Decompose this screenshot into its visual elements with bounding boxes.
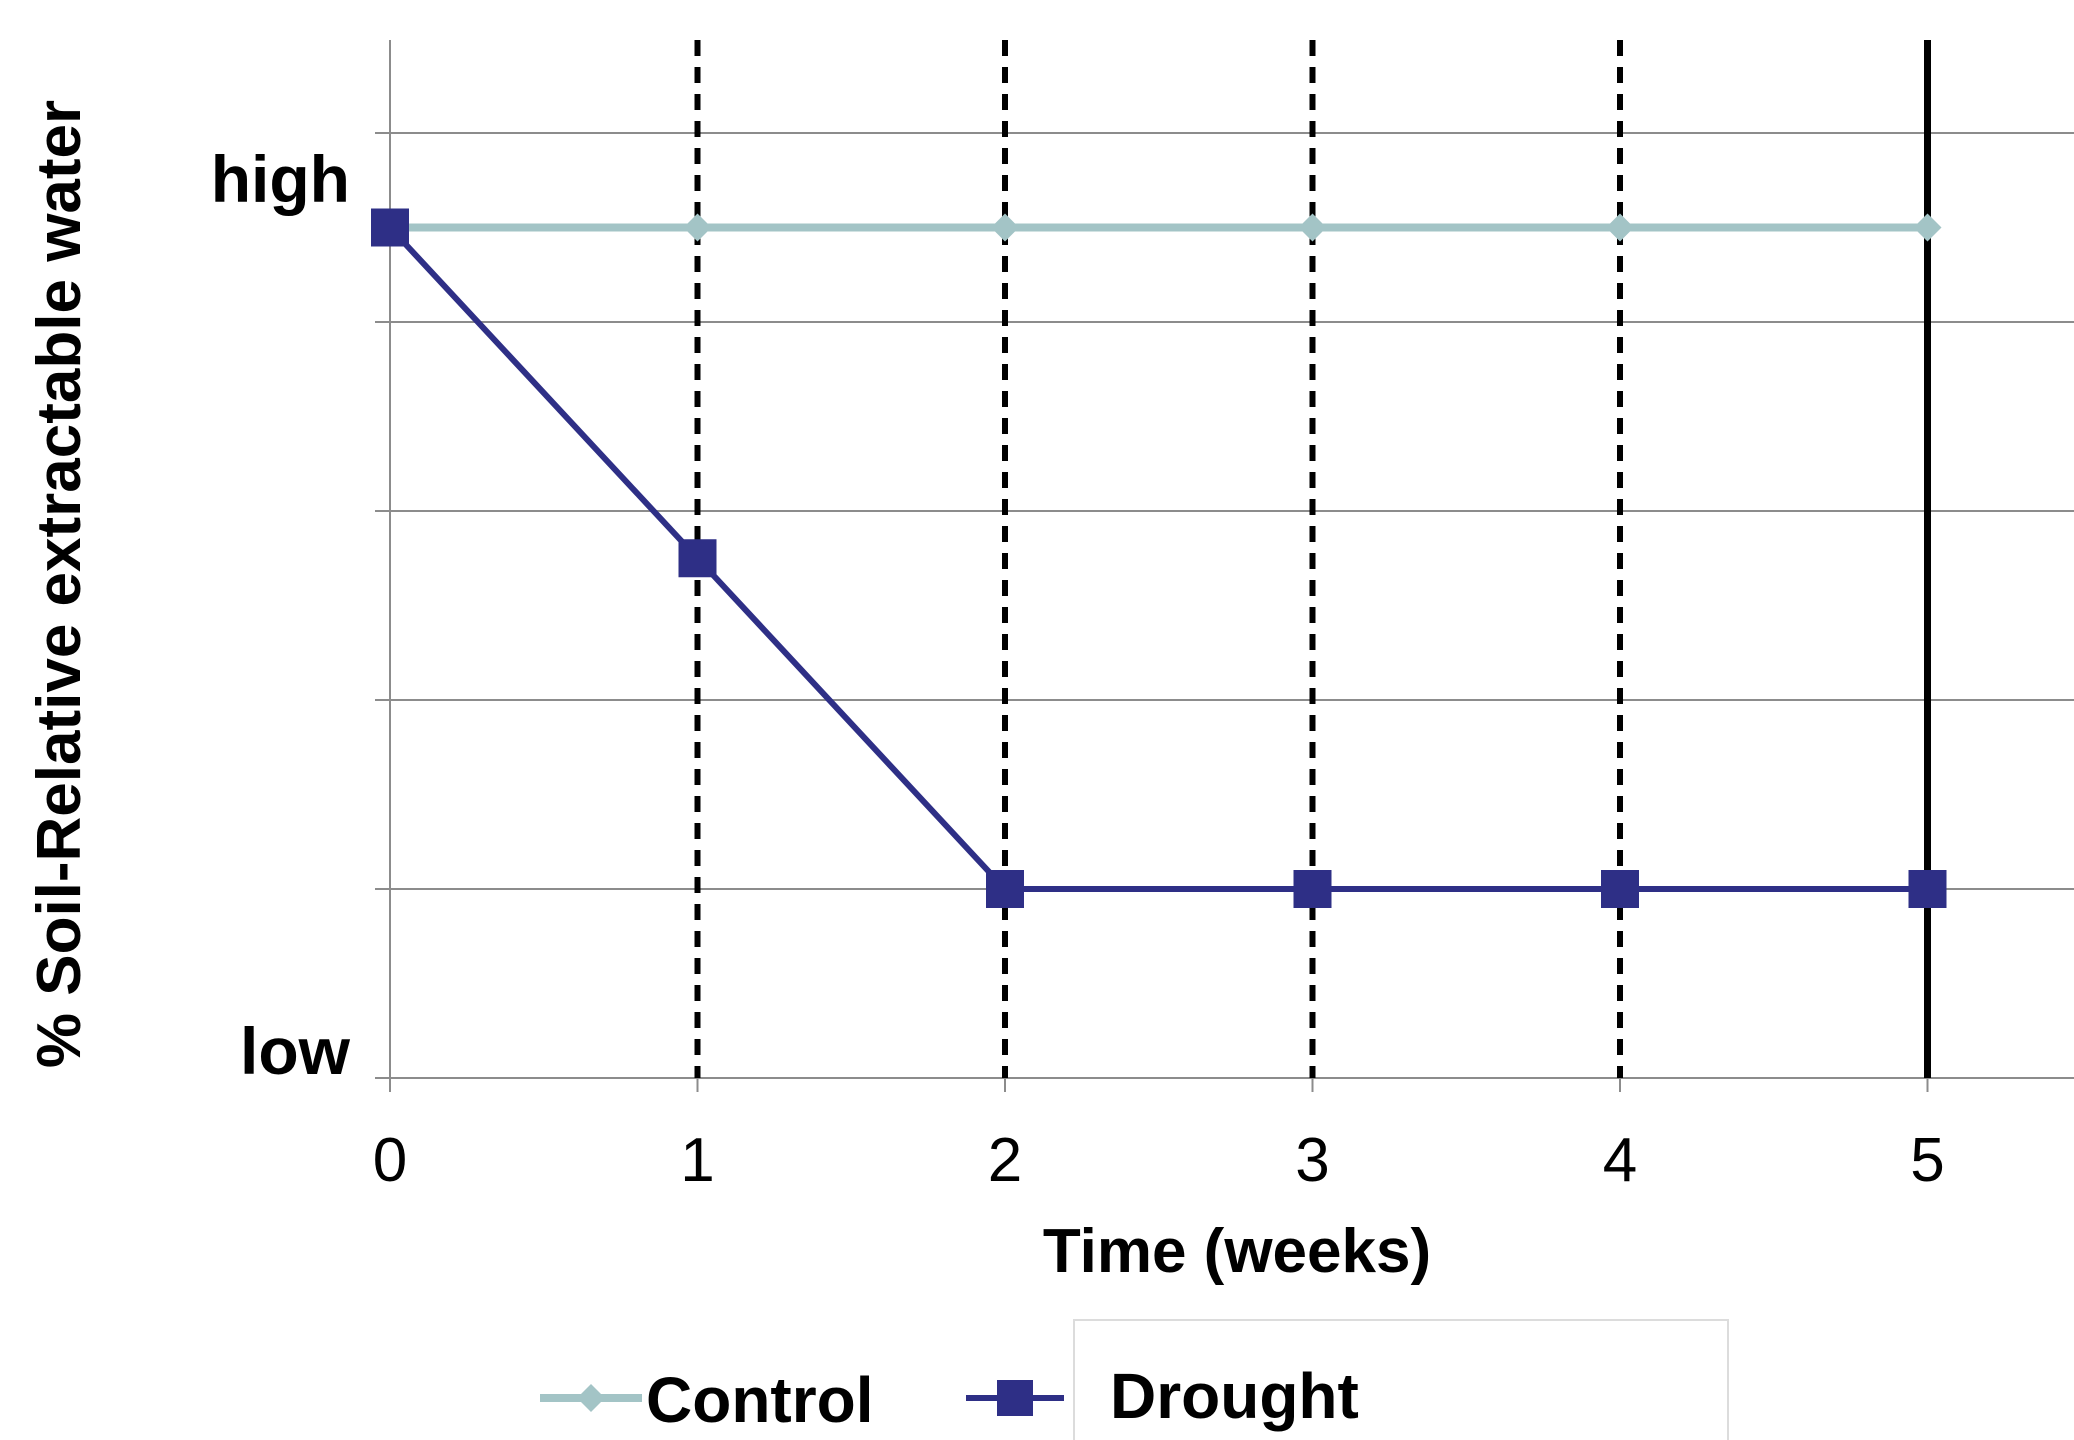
x-axis-title: Time (weeks) [1043, 1217, 1431, 1286]
point-control-4 [1606, 213, 1634, 242]
point-control-5 [1913, 213, 1942, 242]
x-axis-tick-labels: 0 1 2 3 4 5 [373, 1126, 1945, 1195]
legend-label-drought: Drought [1110, 1360, 1359, 1432]
y-axis-title: % Soil-Relative extractable water [25, 100, 94, 1068]
point-drought-3 [1293, 870, 1332, 908]
point-control-3 [1298, 213, 1327, 242]
x-axis-ticks [389, 1078, 1929, 1092]
legend-box [1073, 1319, 1729, 1440]
legend-label-control: Control [646, 1364, 874, 1436]
y-category-low: low [240, 1014, 351, 1088]
x-tick-label-4: 4 [1603, 1126, 1637, 1195]
legend-marker-control [577, 1384, 605, 1412]
x-tick-label-0: 0 [373, 1126, 407, 1195]
y-category-high: high [211, 142, 350, 216]
point-drought-0 [371, 208, 409, 247]
point-drought-2 [986, 870, 1024, 908]
legend-item-control: Control [540, 1364, 874, 1436]
legend-item-drought: Drought [966, 1360, 1359, 1432]
x-tick-label-3: 3 [1295, 1126, 1329, 1195]
legend-marker-drought [997, 1380, 1033, 1416]
x-tick-label-2: 2 [988, 1126, 1022, 1195]
series-markers [371, 208, 1947, 908]
series-lines [387, 223, 1928, 892]
point-drought-5 [1908, 870, 1947, 908]
series-line-drought [387, 225, 1928, 892]
point-drought-4 [1601, 870, 1639, 908]
legend: Control Drought [540, 1319, 1729, 1440]
gridlines [375, 132, 2074, 1079]
point-drought-1 [678, 539, 717, 578]
x-tick-label-5: 5 [1910, 1126, 1944, 1195]
point-control-2 [991, 213, 1019, 242]
x-tick-label-1: 1 [680, 1126, 714, 1195]
vertical-markers [694, 40, 1931, 1078]
point-control-1 [683, 213, 712, 242]
